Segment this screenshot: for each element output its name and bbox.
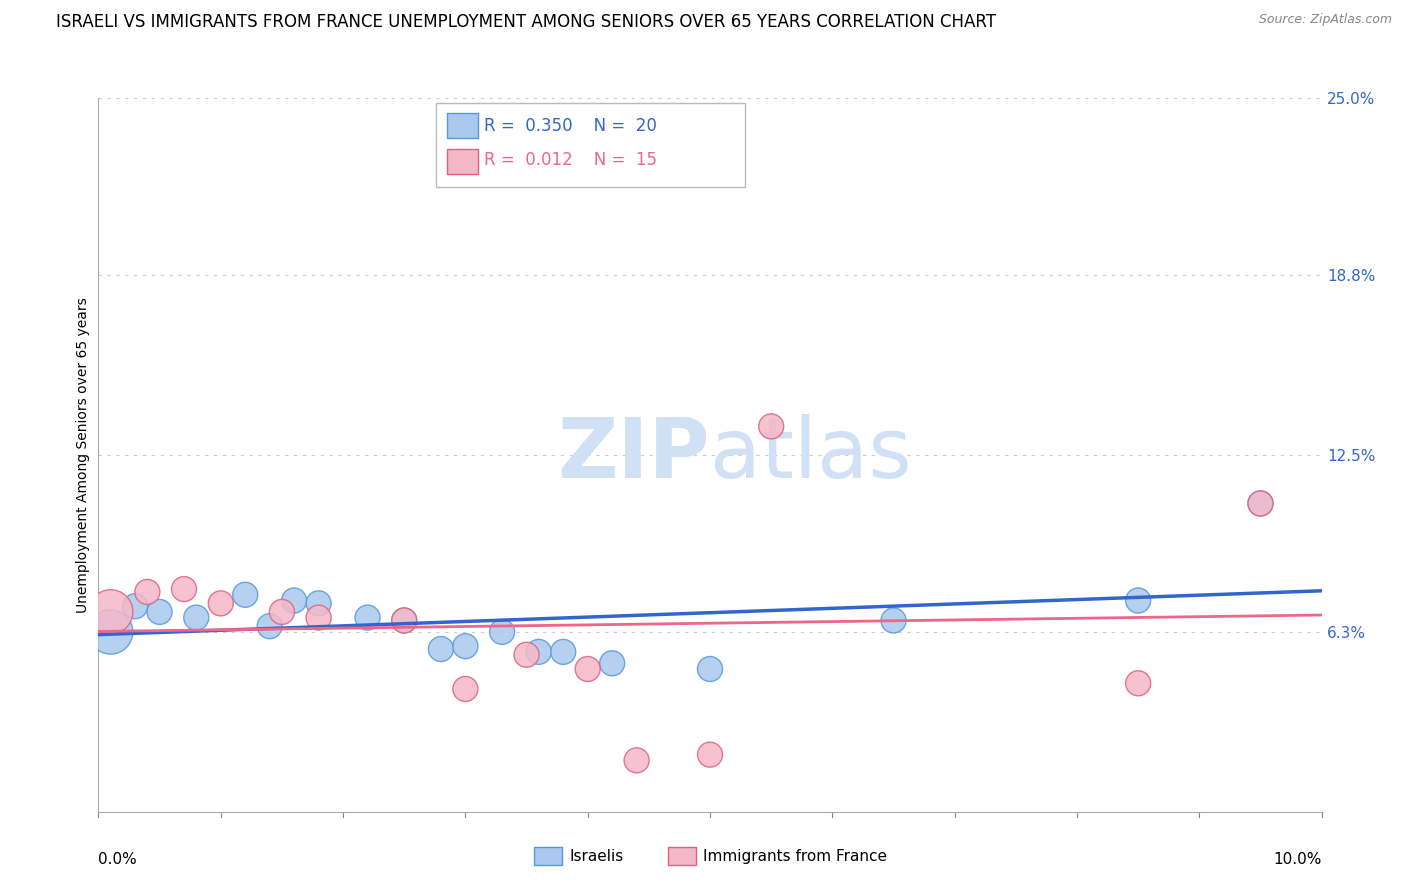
Text: atlas: atlas [710, 415, 911, 495]
Point [553, 645, 575, 659]
Point [283, 593, 305, 607]
Point [308, 610, 330, 624]
Point [491, 624, 513, 639]
Point [392, 614, 416, 628]
Point [149, 605, 172, 619]
Text: Israelis: Israelis [569, 849, 624, 863]
Point [356, 610, 378, 624]
Text: ZIP: ZIP [558, 415, 710, 495]
Point [759, 419, 782, 434]
Text: R =  0.350    N =  20: R = 0.350 N = 20 [484, 117, 657, 135]
Point [124, 599, 146, 614]
Point [173, 582, 195, 596]
Text: 0.0%: 0.0% [98, 852, 138, 867]
Point [233, 588, 256, 602]
Point [699, 662, 721, 676]
Point [308, 596, 330, 610]
Point [1128, 593, 1150, 607]
Point [430, 642, 453, 657]
Point [454, 639, 477, 653]
Point [626, 753, 648, 767]
Point [100, 624, 122, 639]
Point [1249, 496, 1271, 510]
Text: ISRAELI VS IMMIGRANTS FROM FRANCE UNEMPLOYMENT AMONG SENIORS OVER 65 YEARS CORRE: ISRAELI VS IMMIGRANTS FROM FRANCE UNEMPL… [56, 13, 997, 31]
Point [1128, 676, 1150, 690]
Text: 10.0%: 10.0% [1274, 852, 1322, 867]
Point [270, 605, 292, 619]
Text: Immigrants from France: Immigrants from France [703, 849, 887, 863]
Point [259, 619, 281, 633]
Point [527, 645, 550, 659]
Point [392, 614, 416, 628]
Point [516, 648, 538, 662]
Point [209, 596, 232, 610]
Point [100, 605, 122, 619]
Text: Source: ZipAtlas.com: Source: ZipAtlas.com [1258, 13, 1392, 27]
Point [699, 747, 721, 762]
Point [600, 657, 623, 671]
Point [1249, 496, 1271, 510]
Point [186, 610, 208, 624]
Point [136, 585, 159, 599]
Point [454, 681, 477, 696]
Y-axis label: Unemployment Among Seniors over 65 years: Unemployment Among Seniors over 65 years [76, 297, 90, 613]
Point [883, 614, 905, 628]
Point [576, 662, 599, 676]
Text: R =  0.012    N =  15: R = 0.012 N = 15 [484, 151, 657, 169]
